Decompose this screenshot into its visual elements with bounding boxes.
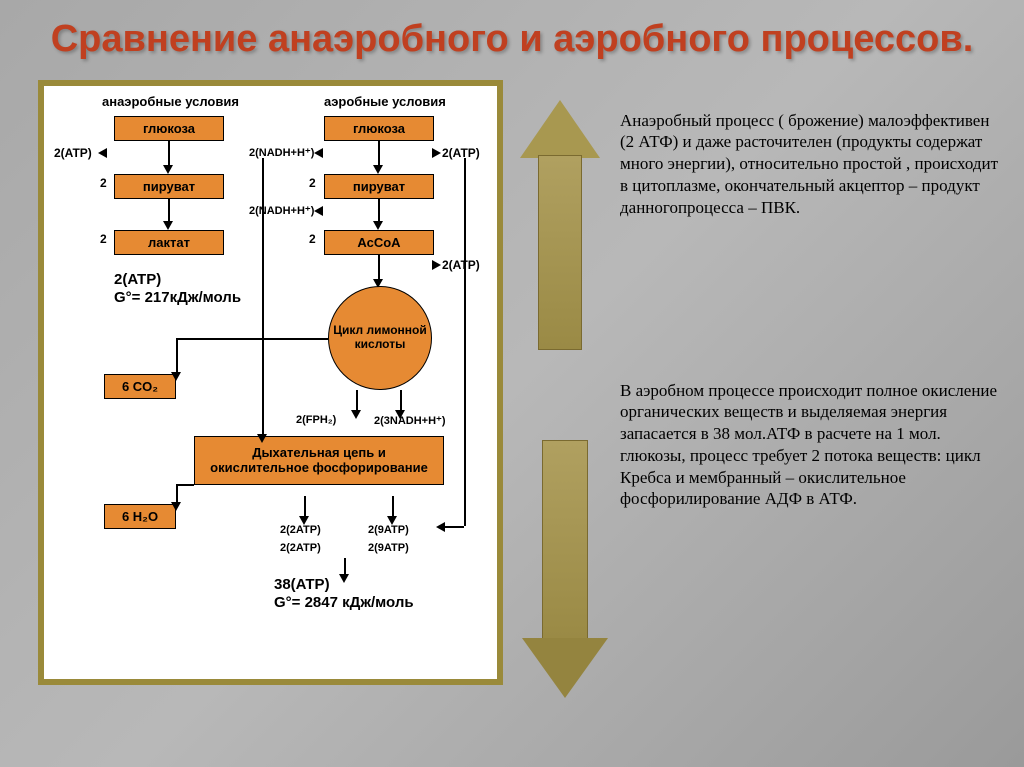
label-coef-ae-1: 2: [309, 176, 316, 190]
paragraph-anaerobic: Анаэробный процесс ( брожение) малоэффек…: [620, 110, 1000, 219]
large-arrow-up-icon: [520, 100, 600, 350]
box-lactate: лактат: [114, 230, 224, 255]
paragraph-aerobic: В аэробном процессе происходит полное ок…: [620, 380, 1000, 511]
box-glucose-aerobic: глюкоза: [324, 116, 434, 141]
label-2-2atp-a: 2(2ATP): [280, 524, 321, 536]
label-coef-ae-2: 2: [309, 232, 316, 246]
diagram-frame: анаэробные условия аэробные условия глюк…: [38, 80, 503, 685]
label-2-9atp-b: 2(9ATP): [368, 542, 409, 554]
label-2atp-2: 2(ATP): [442, 258, 480, 272]
col-header-anaerobic: анаэробные условия: [102, 94, 239, 109]
label-nadh-2: 2(NADH+H⁺): [249, 204, 314, 217]
label-3nadh: 2(3NADH+H⁺): [374, 414, 446, 427]
large-arrow-down-icon: [522, 440, 608, 700]
label-nadh-1: 2(NADH+H⁺): [249, 146, 314, 159]
label-2atp-right: 2(ATP): [442, 146, 480, 160]
content-area: анаэробные условия аэробные условия глюк…: [0, 70, 1024, 710]
label-fph2: 2(FPH₂): [296, 414, 336, 426]
label-2-2atp-b: 2(2ATP): [280, 542, 321, 554]
label-2atp-left: 2(ATP): [54, 146, 92, 160]
label-2-9atp-a: 2(9ATP): [368, 524, 409, 536]
label-coef-an-2: 2: [100, 232, 107, 246]
box-respiratory-chain: Дыхательная цепь и окислительное фосфори…: [194, 436, 444, 485]
box-glucose-anaerobic: глюкоза: [114, 116, 224, 141]
anaerobic-g-sum: G°= 217кДж/моль: [114, 289, 241, 306]
aerobic-atp-sum: 38(ATP): [274, 576, 330, 593]
label-coef-an-1: 2: [100, 176, 107, 190]
anaerobic-atp-sum: 2(ATP): [114, 271, 161, 288]
box-co2: 6 CO₂: [104, 374, 176, 399]
box-accoa: АсСоА: [324, 230, 434, 255]
box-pyruvate-anaerobic: пируват: [114, 174, 224, 199]
box-h2o: 6 H₂O: [104, 504, 176, 529]
col-header-aerobic: аэробные условия: [324, 94, 446, 109]
aerobic-g-sum: G°= 2847 кДж/моль: [274, 594, 414, 611]
box-pyruvate-aerobic: пируват: [324, 174, 434, 199]
circle-citric-cycle: Цикл лимонной кислоты: [328, 286, 432, 390]
page-title: Сравнение анаэробного и аэробного процес…: [0, 0, 1024, 70]
